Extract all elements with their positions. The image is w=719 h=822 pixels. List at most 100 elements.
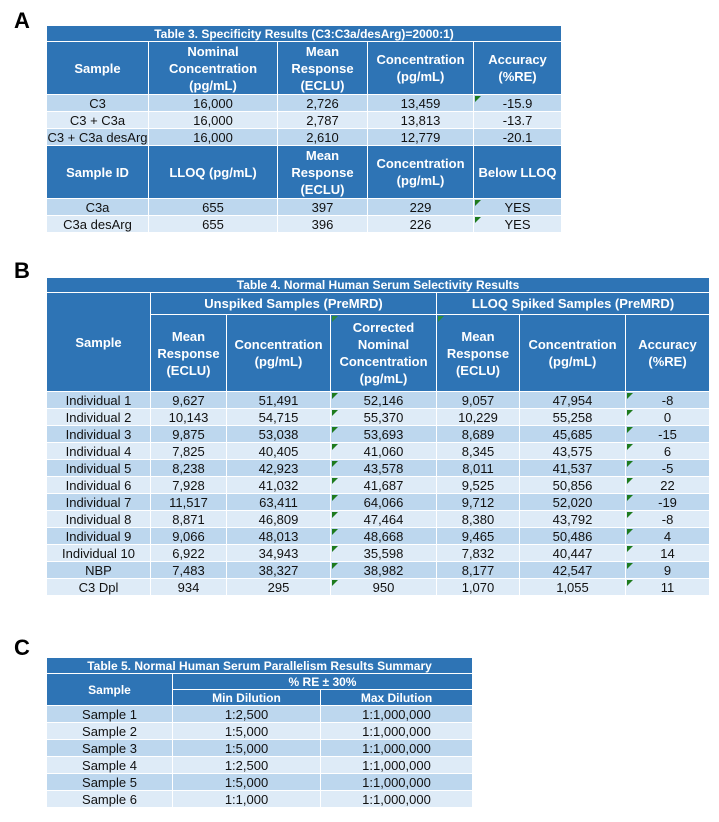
table-cell: 41,687 — [330, 476, 437, 494]
table-cell: Individual 1 — [46, 391, 151, 409]
table-row: Sample 4 1:2,500 1:1,000,000 — [46, 756, 474, 774]
table-cell: -5 — [624, 459, 711, 477]
table-cell: Individual 5 — [46, 459, 151, 477]
table-row: Sample 1 1:2,500 1:1,000,000 — [46, 705, 474, 723]
table-cell: 14 — [624, 544, 711, 562]
table-cell: 9,066 — [150, 527, 227, 545]
table-cell: 53,693 — [330, 425, 437, 443]
table-cell: -13.7 — [472, 111, 563, 129]
table-title: Table 4. Normal Human Serum Selectivity … — [45, 277, 711, 293]
panel-label-b: B — [14, 258, 30, 283]
panel-label-c: C — [14, 635, 30, 660]
column-header: Mean Response (ECLU) — [436, 314, 520, 392]
table-cell: 1:2,500 — [172, 705, 321, 723]
table-cell: 45,685 — [519, 425, 626, 443]
table-cell: 7,832 — [436, 544, 520, 562]
table-row: Sample 5 1:5,000 1:1,000,000 — [46, 773, 474, 791]
table-cell: 655 — [148, 198, 278, 216]
table-cell: 1:5,000 — [172, 739, 321, 757]
table-row: Individual 6 7,928 41,032 41,687 9,525 50,856… — [46, 476, 711, 494]
table-cell: 396 — [277, 215, 368, 233]
table-cell: Individual 4 — [46, 442, 151, 460]
table-cell: -19 — [624, 493, 711, 511]
table-cell: 54,715 — [226, 408, 331, 426]
table-cell: 1:5,000 — [172, 773, 321, 791]
table-row: Sample 2 1:5,000 1:1,000,000 — [46, 722, 474, 740]
table-cell: 8,380 — [436, 510, 520, 528]
column-header: Sample ID — [46, 145, 149, 199]
table-cell: 7,483 — [150, 561, 227, 579]
table-cell: Sample 4 — [46, 756, 173, 774]
table-cell: 13,459 — [367, 94, 474, 112]
table-cell: -8 — [624, 391, 711, 409]
table-row: Individual 8 8,871 46,809 47,464 8,380 43,792… — [46, 510, 711, 528]
table-cell: 1:1,000,000 — [319, 773, 474, 791]
table-cell: 41,060 — [330, 442, 437, 460]
table-cell: 4 — [624, 527, 711, 545]
table-cell: 9,465 — [436, 527, 520, 545]
table-cell: Sample 3 — [46, 739, 173, 757]
selectivity-table: Table 4. Normal Human Serum Selectivity … — [45, 277, 711, 596]
table-cell: 43,792 — [519, 510, 626, 528]
table-row: Individual 2 10,143 54,715 55,370 10,229 55,2… — [46, 408, 711, 426]
column-header: Mean Response (ECLU) — [150, 314, 227, 392]
table-cell: Individual 3 — [46, 425, 151, 443]
table-cell: Individual 6 — [46, 476, 151, 494]
table-cell: 0 — [624, 408, 711, 426]
column-header: Concentration (pg/mL) — [367, 145, 474, 199]
table-cell: 64,066 — [330, 493, 437, 511]
table-cell: 8,871 — [150, 510, 227, 528]
table-cell: 38,982 — [330, 561, 437, 579]
table-cell: 7,825 — [150, 442, 227, 460]
column-header: Below LLOQ — [472, 145, 563, 199]
table-cell: 38,327 — [226, 561, 331, 579]
table-cell: Sample 2 — [46, 722, 173, 740]
table-row: Individual 9 9,066 48,013 48,668 9,465 50,486… — [46, 527, 711, 545]
table-row: C3a 655 397 229 YES — [46, 198, 563, 216]
table-cell: 9 — [624, 561, 711, 579]
table-cell: Individual 2 — [46, 408, 151, 426]
table-cell: Individual 8 — [46, 510, 151, 528]
table-cell: 52,146 — [330, 391, 437, 409]
table-cell: 1:1,000 — [172, 790, 321, 808]
table-cell: 9,875 — [150, 425, 227, 443]
table-cell: 9,712 — [436, 493, 520, 511]
table-cell: 63,411 — [226, 493, 331, 511]
table-title: Table 3. Specificity Results (C3:C3a/des… — [45, 25, 563, 42]
column-header: Mean Response (ECLU) — [277, 145, 368, 199]
table-cell: Individual 10 — [46, 544, 151, 562]
table-cell: 295 — [226, 578, 331, 596]
table-cell: Individual 9 — [46, 527, 151, 545]
table-cell: 55,370 — [330, 408, 437, 426]
group-header-spiked: LLOQ Spiked Samples (PreMRD) — [435, 292, 711, 315]
column-header-sample: Sample — [46, 292, 151, 392]
table-cell: 6 — [624, 442, 711, 460]
table-cell: Sample 1 — [46, 705, 173, 723]
table-cell: C3 + C3a desArg — [46, 128, 149, 146]
table-cell: 52,020 — [519, 493, 626, 511]
parallelism-table: Table 5. Normal Human Serum Parallelism … — [45, 657, 474, 808]
table-cell: 51,491 — [226, 391, 331, 409]
column-header: Concentration (pg/mL) — [519, 314, 626, 392]
table-row: C3a desArg 655 396 226 YES — [46, 215, 563, 233]
table-cell: 2,610 — [277, 128, 368, 146]
table-cell: 42,923 — [226, 459, 331, 477]
column-header: Mean Response (ECLU) — [277, 41, 368, 95]
column-header: Sample — [46, 41, 149, 95]
table-row: Individual 7 11,517 63,411 64,066 9,712 52,02… — [46, 493, 711, 511]
table-cell: 13,813 — [367, 111, 474, 129]
column-header: Corrected Nominal Concentration (pg/mL) — [330, 314, 437, 392]
table-cell: 50,486 — [519, 527, 626, 545]
table-cell: 53,038 — [226, 425, 331, 443]
table-cell: 8,011 — [436, 459, 520, 477]
table-cell: 16,000 — [148, 111, 278, 129]
table-cell: -8 — [624, 510, 711, 528]
table-cell: 226 — [367, 215, 474, 233]
table-cell: 10,229 — [436, 408, 520, 426]
table-row: NBP 7,483 38,327 38,982 8,177 42,547 9 — [46, 561, 711, 579]
table-title: Table 5. Normal Human Serum Parallelism … — [45, 657, 474, 674]
table-cell: C3 — [46, 94, 149, 112]
table-cell: 2,726 — [277, 94, 368, 112]
table-cell: 8,238 — [150, 459, 227, 477]
table-row: Sample 3 1:5,000 1:1,000,000 — [46, 739, 474, 757]
